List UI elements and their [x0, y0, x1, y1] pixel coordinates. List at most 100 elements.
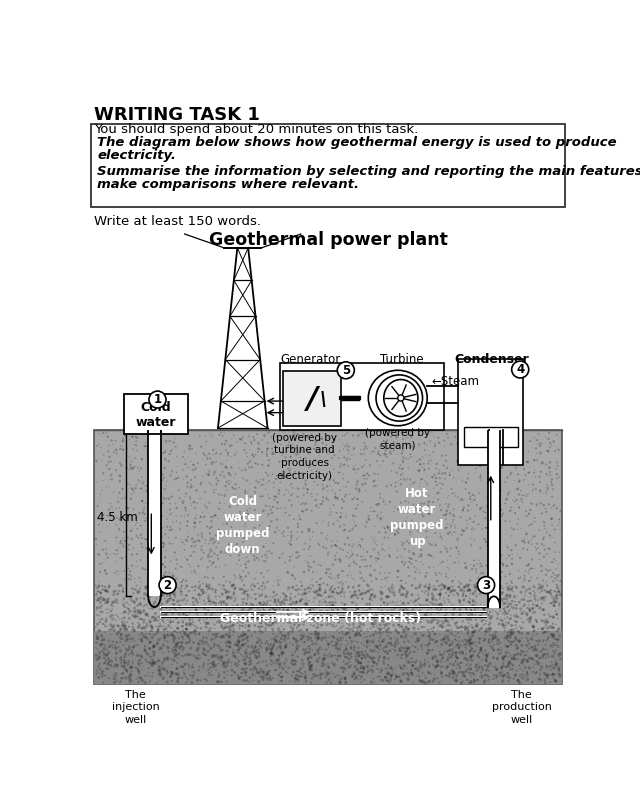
Point: [528, 621, 538, 634]
Point: [145, 675, 156, 688]
Point: [101, 548, 111, 560]
Point: [376, 599, 386, 612]
Point: [373, 512, 383, 525]
Point: [451, 630, 461, 642]
Point: [221, 444, 232, 457]
Point: [394, 642, 404, 655]
Point: [266, 602, 276, 615]
Point: [176, 560, 186, 573]
Point: [271, 630, 281, 643]
Point: [226, 660, 236, 673]
Point: [164, 492, 174, 505]
Point: [195, 511, 205, 524]
Point: [449, 668, 459, 681]
Point: [382, 520, 392, 533]
Point: [488, 462, 498, 475]
Point: [320, 599, 330, 612]
Point: [468, 667, 479, 680]
Point: [93, 570, 104, 583]
Point: [333, 581, 344, 594]
Point: [477, 671, 487, 684]
Point: [254, 655, 264, 668]
Point: [241, 561, 252, 574]
Point: [188, 606, 198, 619]
Point: [512, 582, 522, 595]
Point: [180, 589, 191, 602]
Point: [125, 670, 135, 683]
Point: [516, 522, 526, 534]
Point: [306, 429, 316, 442]
Point: [481, 653, 491, 666]
Point: [541, 484, 552, 497]
Point: [182, 630, 193, 642]
Point: [370, 601, 380, 614]
Point: [259, 666, 269, 679]
Point: [383, 620, 393, 633]
Point: [534, 578, 545, 591]
Point: [491, 579, 501, 591]
Point: [122, 442, 132, 455]
Point: [428, 659, 438, 672]
Point: [358, 550, 369, 563]
Point: [234, 481, 244, 494]
Point: [512, 607, 522, 619]
Point: [166, 606, 176, 619]
Point: [457, 634, 467, 646]
Point: [396, 595, 406, 607]
Point: [96, 591, 106, 603]
Point: [556, 647, 566, 660]
Point: [504, 591, 515, 603]
Point: [422, 607, 432, 619]
Point: [519, 646, 529, 658]
Point: [415, 674, 425, 687]
Point: [225, 440, 235, 452]
Point: [452, 533, 463, 546]
Point: [415, 578, 426, 591]
Point: [498, 670, 508, 683]
Point: [437, 467, 447, 479]
Point: [162, 513, 172, 525]
Point: [337, 596, 347, 609]
Point: [124, 463, 134, 475]
Point: [163, 652, 173, 665]
Point: [493, 634, 504, 646]
Point: [365, 568, 375, 581]
Point: [164, 567, 175, 580]
Point: [472, 579, 483, 591]
Point: [486, 537, 496, 550]
Point: [163, 595, 173, 607]
Point: [323, 613, 333, 626]
Point: [151, 571, 161, 584]
Point: [480, 629, 490, 642]
Point: [214, 502, 225, 515]
Point: [477, 606, 488, 619]
Point: [387, 669, 397, 681]
Point: [93, 650, 104, 662]
Point: [454, 665, 465, 678]
Point: [293, 517, 303, 529]
Point: [269, 602, 279, 615]
Point: [310, 648, 321, 661]
Point: [238, 639, 248, 652]
Point: [120, 622, 130, 634]
Point: [424, 428, 434, 440]
Point: [541, 526, 552, 539]
Point: [307, 634, 317, 647]
Point: [222, 645, 232, 657]
Point: [303, 483, 313, 496]
Point: [424, 462, 434, 475]
Point: [332, 610, 342, 622]
Point: [221, 669, 232, 681]
Point: [334, 587, 344, 599]
Point: [548, 553, 559, 565]
Point: [492, 663, 502, 676]
Point: [301, 598, 312, 611]
Point: [511, 462, 522, 475]
Point: [148, 565, 159, 578]
Point: [119, 660, 129, 673]
Point: [525, 518, 535, 531]
Point: [332, 506, 342, 519]
Point: [371, 498, 381, 510]
Point: [237, 603, 248, 616]
Point: [104, 456, 114, 468]
